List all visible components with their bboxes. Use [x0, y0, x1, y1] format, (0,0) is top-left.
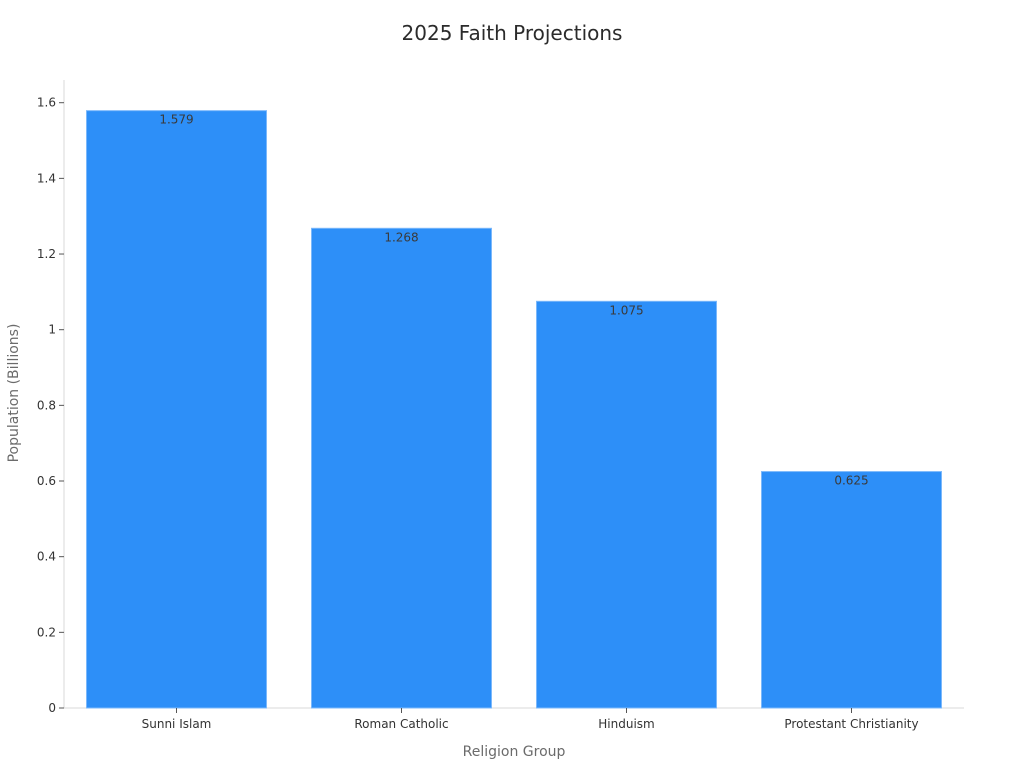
y-tick-label: 0.4 [37, 550, 56, 564]
data-label: 0.625 [834, 474, 868, 488]
x-tick-label: Hinduism [598, 717, 654, 731]
data-label: 1.075 [609, 303, 643, 317]
x-tick-label: Sunni Islam [142, 717, 212, 731]
y-axis-title: Population (Billions) [6, 324, 22, 463]
chart-title: 2025 Faith Projections [402, 21, 623, 45]
bar-hinduism [536, 300, 717, 709]
y-tick-label: 0 [48, 701, 56, 715]
x-ticks-group: Sunni Islam Roman Catholic Hinduism Protest… [142, 708, 919, 731]
bar-sunni-islam [86, 110, 267, 709]
data-label: 1.268 [384, 230, 418, 244]
bars-group: 1.579 1.268 1.075 0.625 [86, 110, 942, 709]
y-tick-label: 0.2 [37, 625, 56, 639]
data-label: 1.579 [159, 113, 193, 127]
y-tick-label: 1.2 [37, 247, 56, 261]
x-tick-label: Roman Catholic [354, 717, 448, 731]
bar-roman-catholic [311, 227, 492, 709]
y-tick-label: 1 [48, 323, 56, 337]
y-tick-label: 1.6 [37, 96, 56, 110]
x-axis-title: Religion Group [463, 744, 566, 760]
y-tick-label: 0.8 [37, 398, 56, 412]
y-tick-label: 0.6 [37, 474, 56, 488]
y-tick-label: 1.4 [37, 171, 56, 185]
bar-protestant-christianity [761, 471, 942, 709]
y-ticks-group: 0 0.2 0.4 0.6 0.8 1 1.2 1.4 1.6 [37, 96, 64, 715]
x-tick-label: Protestant Christianity [784, 717, 918, 731]
